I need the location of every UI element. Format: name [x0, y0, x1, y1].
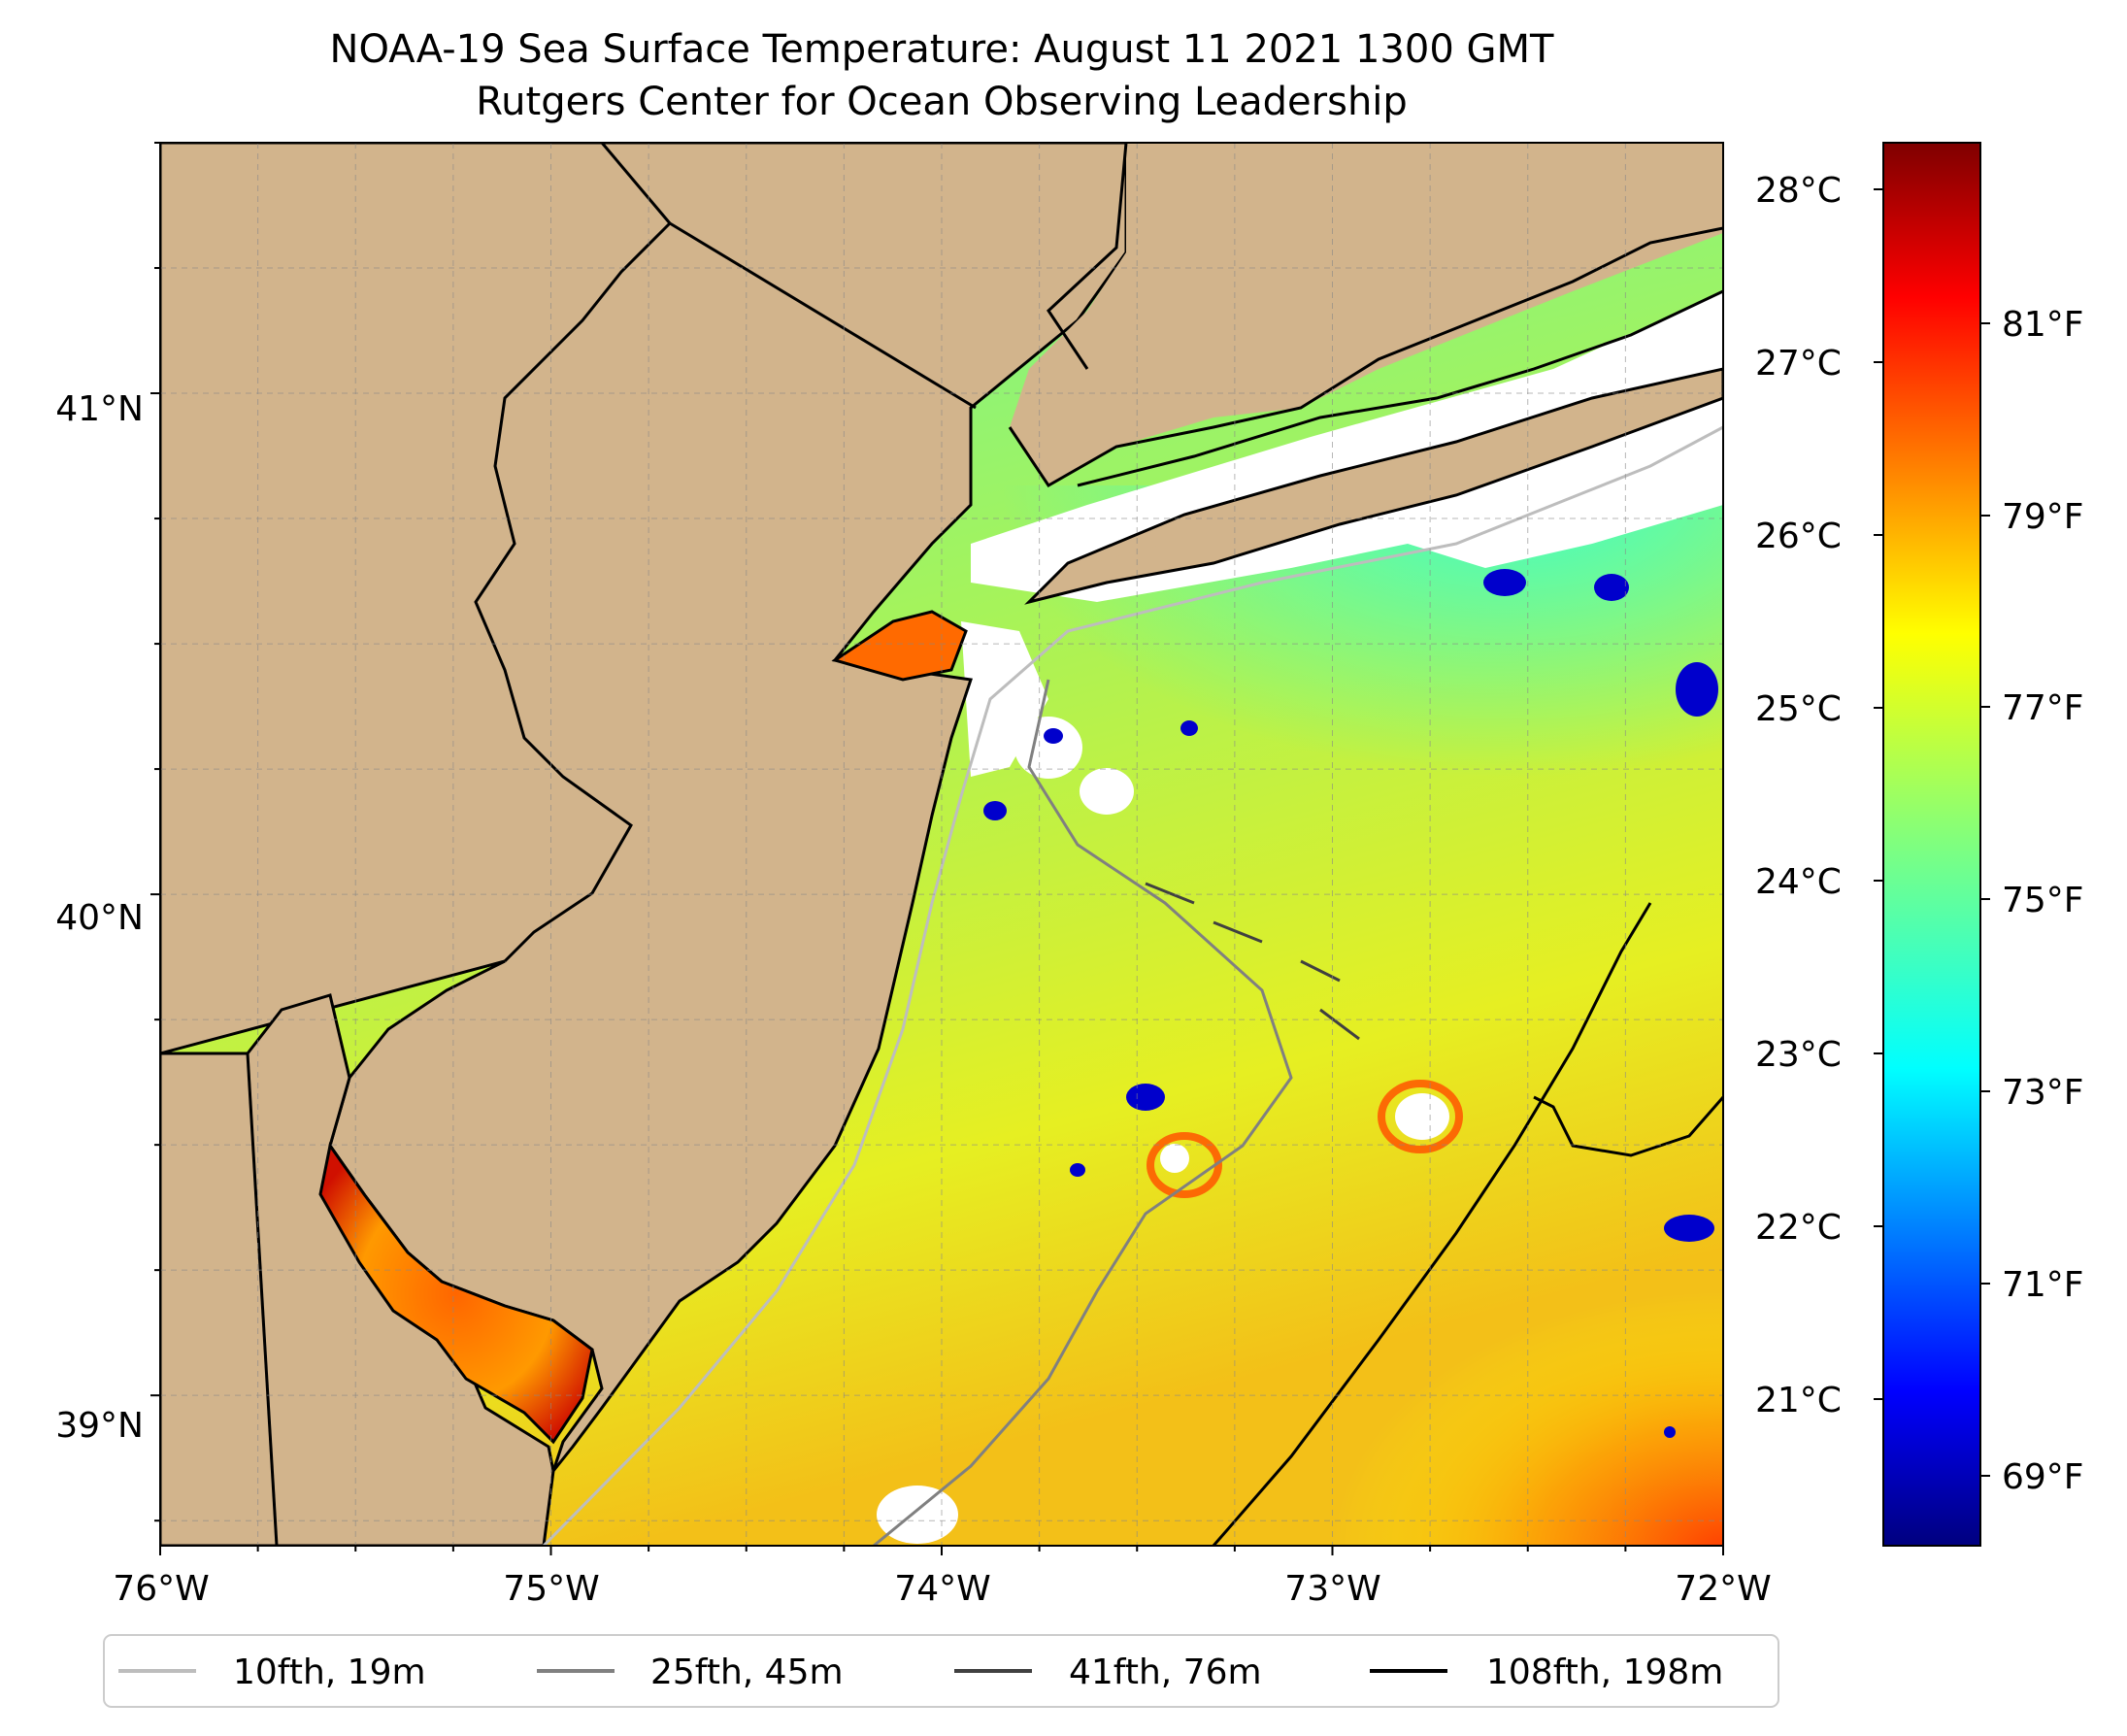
land-long-island-main	[1010, 143, 1723, 573]
legend-label: 41fth, 76m	[1069, 1653, 1262, 1692]
celsius-tick-label: 24°C	[1755, 862, 1842, 902]
legend-label: 108fth, 198m	[1486, 1653, 1723, 1692]
state-border-de-md	[246, 1052, 279, 1546]
legend-item: 41fth, 76m	[954, 1653, 1262, 1692]
lat-tick-label: 39°N	[55, 1406, 144, 1446]
celsius-tick-label: 23°C	[1755, 1035, 1842, 1075]
lon-tick-label: 75°W	[503, 1569, 599, 1609]
cloud-mask-south	[877, 1486, 958, 1544]
delaware-river	[474, 221, 672, 963]
contour-41fth	[1145, 882, 1360, 1041]
colorbar-celsius-ticks	[1874, 188, 1883, 1400]
cold-spots	[983, 569, 1718, 1438]
colorbar: 28°C 27°C 26°C 25°C 24°C 23°C 22°C 21°C …	[1755, 142, 2084, 1547]
map-panel	[160, 143, 1723, 1546]
raritan-bay-water	[831, 610, 968, 682]
contour-10fth	[542, 425, 1723, 1546]
fahrenheit-tick-label: 79°F	[2002, 497, 2084, 537]
fahrenheit-tick-label: 73°F	[2002, 1073, 2084, 1113]
legend-label: 25fth, 45m	[650, 1653, 844, 1692]
fahrenheit-tick-label: 69°F	[2002, 1457, 2084, 1497]
sst-warm-southeast	[1068, 1117, 1723, 1546]
celsius-tick-label: 21°C	[1755, 1381, 1842, 1420]
delaware-bay-water	[318, 1142, 594, 1445]
fahrenheit-tick-label: 81°F	[2002, 305, 2084, 345]
lon-tick-label: 72°W	[1675, 1569, 1771, 1609]
lat-tick-labels: 41°N 40°N 39°N	[55, 389, 144, 1446]
lon-tick-label: 73°W	[1284, 1569, 1380, 1609]
celsius-tick-label: 22°C	[1755, 1208, 1842, 1248]
colorbar-gradient	[1882, 142, 1981, 1547]
state-border-ct	[1047, 143, 1128, 370]
bathymetry-contours	[542, 425, 1723, 1546]
fahrenheit-tick-label: 71°F	[2002, 1265, 2084, 1305]
fahrenheit-tick-label: 75°F	[2002, 881, 2084, 920]
map-gridlines	[160, 143, 1723, 1546]
legend-label: 10fth, 19m	[233, 1653, 426, 1692]
cloud-mask-offshore-1	[1014, 717, 1082, 779]
contour-108fth	[1212, 902, 1723, 1546]
fahrenheit-tick-label: 77°F	[2002, 688, 2084, 728]
legend-item: 108fth, 198m	[1370, 1653, 1723, 1692]
colorbar-fahrenheit-labels: 81°F 79°F 77°F 75°F 73°F 71°F 69°F	[2002, 305, 2084, 1497]
lon-tick-label: 74°W	[894, 1569, 990, 1609]
cloud-mask-raritan	[961, 621, 1048, 777]
title-line-2: Rutgers Center for Ocean Observing Leade…	[476, 80, 1408, 124]
celsius-tick-label: 27°C	[1755, 344, 1842, 384]
legend-item: 10fth, 19m	[118, 1653, 426, 1692]
colorbar-celsius-labels: 28°C 27°C 26°C 25°C 24°C 23°C 22°C 21°C	[1755, 171, 1842, 1420]
land-connecticut-coast	[1008, 226, 1723, 487]
legend-box	[103, 1634, 1779, 1708]
state-border-ny-pa	[600, 143, 672, 224]
cloud-mask-eddy-center	[1160, 1144, 1189, 1173]
lon-tick-labels: 76°W 75°W 74°W 73°W 72°W	[113, 1569, 1771, 1609]
title-line-1: NOAA-19 Sea Surface Temperature: August …	[330, 27, 1554, 72]
warm-eddy-rings	[1147, 1080, 1463, 1198]
celsius-tick-label: 26°C	[1755, 517, 1842, 556]
map-axis-ticks	[150, 142, 1724, 1555]
cloud-mask-eddy-east	[1395, 1093, 1449, 1140]
lat-tick-label: 41°N	[55, 389, 144, 429]
celsius-tick-label: 25°C	[1755, 689, 1842, 729]
lat-tick-label: 40°N	[55, 898, 144, 938]
contour-25fth	[873, 679, 1293, 1546]
contour-legend: 10fth, 19m 25fth, 45m 41fth, 76m 108fth,…	[103, 1634, 1779, 1708]
celsius-tick-label: 28°C	[1755, 171, 1842, 211]
colorbar-fahrenheit-ticks	[1980, 322, 1990, 1477]
legend-item: 25fth, 45m	[537, 1653, 844, 1692]
state-border-ny-nj	[669, 221, 977, 410]
cloud-mask-offshore-2	[1080, 768, 1134, 815]
land-north-shore-li	[1077, 289, 1723, 487]
lon-tick-label: 76°W	[113, 1569, 209, 1609]
